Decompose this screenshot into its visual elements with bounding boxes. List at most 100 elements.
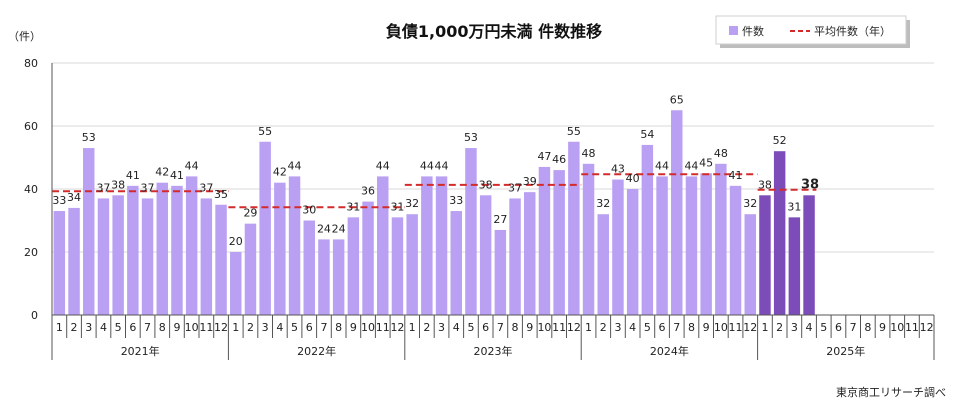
bar	[347, 217, 360, 315]
bar	[494, 229, 507, 315]
data-label: 44	[288, 159, 302, 172]
x-tick-label: 2	[247, 321, 254, 334]
data-label: 55	[567, 125, 581, 138]
x-tick-label: 1	[761, 321, 768, 334]
bar	[303, 220, 315, 315]
bar	[700, 173, 712, 315]
legend-bar-label: 件数	[742, 25, 764, 38]
bar	[788, 217, 801, 315]
data-label: 32	[743, 197, 757, 210]
x-tick-label: 6	[482, 321, 489, 334]
data-label: 44	[655, 159, 669, 172]
bar	[112, 195, 124, 315]
data-label: 27	[493, 213, 507, 226]
x-tick-label: 11	[905, 321, 919, 334]
x-tick-label: 10	[714, 321, 728, 334]
x-tick-label: 2	[423, 321, 430, 334]
x-tick-label: 11	[199, 321, 213, 334]
data-label: 46	[552, 153, 566, 166]
data-label: 43	[611, 163, 625, 176]
x-tick-label: 9	[703, 321, 710, 334]
data-label: 31	[390, 200, 404, 213]
data-label: 29	[243, 207, 257, 220]
x-tick-label: 3	[262, 321, 269, 334]
x-tick-label: 5	[291, 321, 298, 334]
y-tick-label: 40	[24, 183, 38, 196]
x-tick-label: 10	[185, 321, 199, 334]
legend: 件数 平均件数（年）	[715, 15, 910, 48]
x-tick-label: 7	[497, 321, 504, 334]
bar	[185, 176, 198, 315]
x-tick-label: 2	[776, 321, 783, 334]
bar	[377, 176, 389, 315]
bar	[215, 204, 227, 315]
x-tick-label: 4	[453, 321, 460, 334]
bar	[362, 201, 374, 315]
bar	[391, 217, 404, 315]
x-tick-label: 5	[115, 321, 122, 334]
bar	[641, 144, 654, 315]
bar	[597, 214, 609, 315]
y-tick-label: 60	[24, 120, 38, 133]
bar	[568, 141, 580, 315]
data-label: 41	[170, 169, 184, 182]
bar	[803, 195, 815, 315]
bar	[553, 170, 565, 315]
x-tick-label: 12	[743, 321, 757, 334]
bar	[230, 252, 242, 315]
data-label: 52	[773, 134, 787, 147]
x-tick-label: 11	[729, 321, 743, 334]
bar	[685, 176, 698, 315]
x-tick-label: 9	[350, 321, 357, 334]
bar	[97, 198, 110, 315]
x-tick-label: 10	[361, 321, 375, 334]
bar	[141, 198, 154, 315]
y-tick-label: 20	[24, 246, 38, 259]
data-label: 37	[508, 181, 522, 194]
data-label: 38	[479, 178, 493, 191]
x-tick-label: 3	[614, 321, 621, 334]
x-tick-label: 3	[438, 321, 445, 334]
data-label: 39	[523, 175, 537, 188]
data-label: 42	[273, 166, 287, 179]
data-label: 33	[449, 194, 463, 207]
x-tick-label: 7	[320, 321, 327, 334]
bar	[259, 141, 271, 315]
data-label: 65	[670, 93, 684, 106]
x-tick-label: 11	[552, 321, 566, 334]
data-label: 32	[405, 197, 419, 210]
data-label: 37	[141, 181, 155, 194]
x-tick-label: 1	[56, 321, 63, 334]
data-label: 53	[82, 131, 96, 144]
bar	[244, 223, 257, 315]
bar	[421, 176, 433, 315]
data-label: 34	[67, 191, 81, 204]
year-label: 2024年	[650, 344, 689, 358]
data-label: 48	[714, 147, 728, 160]
data-label: 44	[684, 159, 698, 172]
x-tick-label: 7	[144, 321, 151, 334]
x-tick-label: 6	[835, 321, 842, 334]
x-tick-label: 12	[390, 321, 404, 334]
bar	[729, 185, 742, 315]
source-note: 東京商工リサーチ調べ	[836, 385, 946, 399]
data-label: 33	[52, 194, 66, 207]
bar	[612, 179, 624, 315]
bar	[83, 148, 95, 315]
x-tick-label: 5	[820, 321, 827, 334]
bar	[450, 211, 462, 315]
data-label: 32	[596, 197, 610, 210]
bar	[156, 182, 168, 315]
data-label: 40	[626, 172, 640, 185]
data-label: 44	[420, 159, 434, 172]
x-tick-label: 4	[629, 321, 636, 334]
bar	[435, 176, 448, 315]
data-label: 38	[111, 178, 125, 191]
x-tick-label: 12	[920, 321, 934, 334]
year-label: 2025年	[826, 344, 865, 358]
x-tick-label: 9	[173, 321, 180, 334]
data-label: 38	[758, 178, 772, 191]
x-tick-label: 8	[159, 321, 166, 334]
bar	[538, 166, 551, 315]
